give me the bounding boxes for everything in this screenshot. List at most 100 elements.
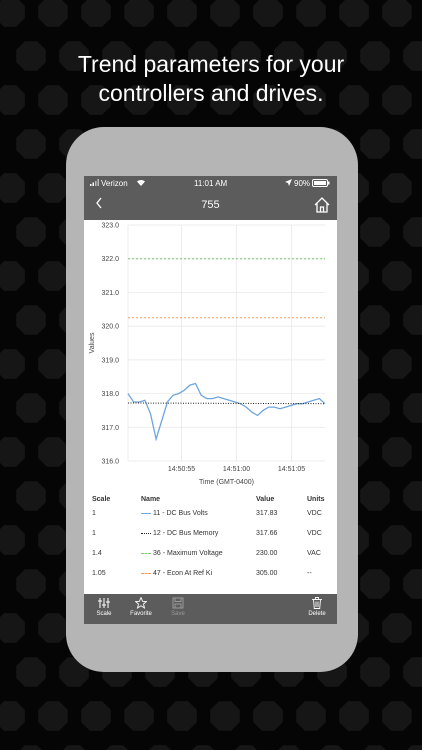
background-dot: [382, 0, 412, 27]
background-dot: [0, 613, 25, 643]
background-dot: [16, 305, 46, 335]
background-dot: [403, 305, 422, 335]
background-dot: [149, 745, 171, 750]
series-swatch: [141, 512, 151, 514]
row-scale: 1: [92, 530, 96, 537]
table-row[interactable]: 1.05 47 - Econ At Ref Ki 305.00 --: [84, 570, 337, 584]
table-row[interactable]: 1 11 - DC Bus Volts 317.83 VDC: [84, 510, 337, 524]
y-tick-label: 319.0: [101, 357, 119, 364]
background-dot: [364, 745, 386, 750]
background-dot: [278, 745, 300, 750]
background-dot: [360, 569, 390, 599]
header-units: Units: [307, 496, 325, 503]
delete-button[interactable]: Delete: [302, 597, 332, 617]
series-swatch: [141, 572, 151, 574]
row-name: 47 - Econ At Ref Ki: [141, 570, 212, 577]
background-dot: [124, 701, 154, 731]
background-dot: [38, 701, 68, 731]
header-value: Value: [256, 496, 275, 503]
trend-chart[interactable]: 323.0 322.0 321.0 320.0 319.0 318.0 317.0 316.0…: [84, 220, 337, 496]
background-dot: [210, 85, 240, 115]
background-dot: [360, 217, 390, 247]
background-dot: [296, 85, 326, 115]
background-dot: [296, 0, 326, 27]
background-dot: [16, 481, 46, 511]
background-dot: [124, 85, 154, 115]
background-dot: [317, 41, 347, 71]
background-dot: [106, 745, 128, 750]
background-dot: [102, 41, 132, 71]
background-dot: [145, 41, 175, 71]
background-dot: [321, 745, 343, 750]
row-units: VDC: [307, 530, 322, 537]
background-dot: [16, 129, 46, 159]
scale-button[interactable]: Scale: [89, 597, 119, 617]
page-title: 755: [201, 199, 220, 211]
background-dot: [63, 745, 85, 750]
y-tick-label: 323.0: [101, 223, 119, 230]
background-dot: [360, 129, 390, 159]
row-name: 11 - DC Bus Volts: [141, 510, 208, 517]
table-header: Scale Name Value Units: [84, 496, 337, 510]
favorite-label: Favorite: [130, 611, 152, 617]
row-name: 36 - Maximum Voltage: [141, 550, 223, 557]
background-dot: [59, 41, 89, 71]
table-row[interactable]: 1.4 36 - Maximum Voltage 230.00 VAC: [84, 550, 337, 564]
background-dot: [16, 217, 46, 247]
background-dot: [20, 745, 42, 750]
background-dot: [407, 745, 422, 750]
background-dot: [0, 701, 25, 731]
save-button[interactable]: Save: [163, 597, 193, 617]
background-dot: [167, 85, 197, 115]
row-value: 317.83: [256, 510, 278, 517]
headline-line-2: controllers and drives.: [98, 80, 324, 106]
bottom-toolbar: Scale Favorite Save Delete: [84, 594, 337, 624]
background-dot: [231, 41, 261, 71]
x-tick-label: 14:51:00: [223, 466, 250, 473]
y-tick-label: 316.0: [101, 459, 119, 466]
row-value: 305.00: [256, 570, 278, 577]
delete-label: Delete: [308, 611, 326, 617]
background-dot: [382, 437, 412, 467]
status-bar: Verizon 11:01 AM 90%: [84, 176, 337, 191]
background-dot: [403, 481, 422, 511]
background-dot: [81, 701, 111, 731]
row-value: 230.00: [256, 550, 278, 557]
background-dot: [38, 173, 68, 203]
floppy-disk-icon: [163, 597, 193, 611]
y-tick-label: 318.0: [101, 391, 119, 398]
favorite-button[interactable]: Favorite: [126, 596, 156, 617]
y-tick-label: 322.0: [101, 256, 119, 263]
app-screen: Verizon 11:01 AM 90% 755 323.0 322.0 321.0…: [84, 176, 337, 624]
nav-bar: 755: [84, 191, 337, 220]
background-dot: [0, 437, 25, 467]
series-line-dc-bus-volts: [127, 382, 326, 442]
background-dot: [192, 745, 214, 750]
background-dot: [38, 261, 68, 291]
status-time: 11:01 AM: [194, 179, 228, 188]
signal-icon: [90, 179, 100, 188]
sliders-icon: [89, 597, 119, 611]
home-icon[interactable]: [313, 196, 331, 214]
background-dot: [38, 85, 68, 115]
y-tick-label: 320.0: [101, 324, 119, 331]
series-swatch: [141, 532, 151, 534]
star-icon: [126, 596, 156, 611]
background-dot: [0, 0, 25, 27]
row-scale: 1: [92, 510, 96, 517]
row-units: VAC: [307, 550, 321, 557]
background-dot: [382, 701, 412, 731]
row-value: 317.66: [256, 530, 278, 537]
back-chevron-icon[interactable]: [95, 196, 103, 214]
table-row[interactable]: 1 12 - DC Bus Memory 317.66 VDC: [84, 530, 337, 544]
background-dot: [210, 0, 240, 27]
y-tick-label: 317.0: [101, 425, 119, 432]
background-dot: [403, 657, 422, 687]
background-dot: [403, 41, 422, 71]
background-dot: [296, 701, 326, 731]
background-dot: [403, 129, 422, 159]
background-dot: [81, 0, 111, 27]
y-axis-title: Values: [89, 332, 96, 353]
background-dot: [403, 393, 422, 423]
save-label: Save: [171, 611, 185, 617]
